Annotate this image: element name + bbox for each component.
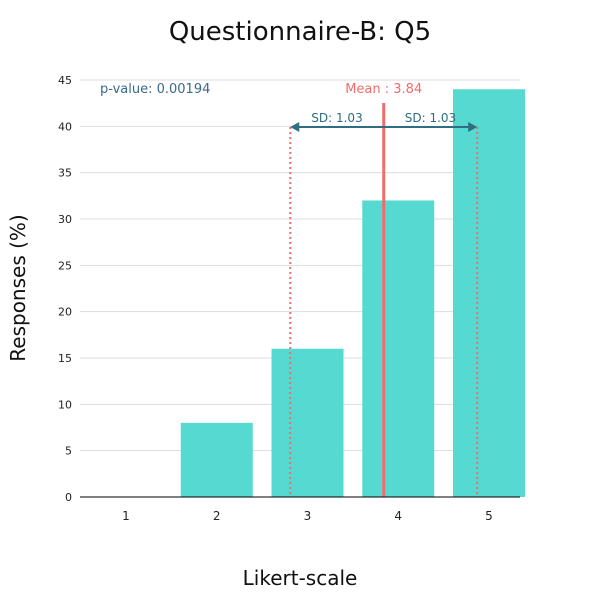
bar [362, 200, 435, 497]
sd-label-left: SD: 1.03 [311, 111, 362, 125]
bars [180, 89, 525, 498]
y-tick-label: 45 [58, 74, 72, 87]
y-tick-label: 10 [58, 398, 72, 411]
bar [271, 348, 344, 497]
grid-lines [80, 79, 520, 452]
y-tick-label: 5 [65, 445, 72, 458]
y-tick-label: 25 [58, 259, 72, 272]
bar [453, 89, 525, 498]
p-value-label: p-value: 0.00194 [100, 82, 210, 97]
bar [180, 422, 253, 497]
y-axis-title: Responses (%) [6, 214, 30, 361]
y-tick-label: 30 [58, 213, 72, 226]
y-tick-label: 35 [58, 167, 72, 180]
y-tick-label: 0 [65, 491, 72, 504]
sd-arrowhead-right [468, 122, 478, 132]
sd-label-right: SD: 1.03 [405, 111, 456, 125]
x-tick-label: 3 [304, 509, 312, 523]
y-tick-label: 40 [58, 120, 72, 133]
x-tick-label: 2 [213, 509, 221, 523]
y-tick-label: 20 [58, 306, 72, 319]
y-tick-label: 15 [58, 352, 72, 365]
x-tick-label: 1 [122, 509, 130, 523]
mean-label: Mean : 3.84 [345, 82, 422, 97]
x-tick-label: 4 [394, 509, 402, 523]
chart-title: Questionnaire-B: Q5 [169, 17, 431, 47]
sd-arrowhead-left [290, 122, 300, 132]
x-axis-title: Likert-scale [243, 566, 358, 590]
x-tick-label: 5 [485, 509, 493, 523]
annotations: p-value: 0.00194 Mean : 3.84 SD: 1.03 SD: 1… [100, 82, 479, 497]
